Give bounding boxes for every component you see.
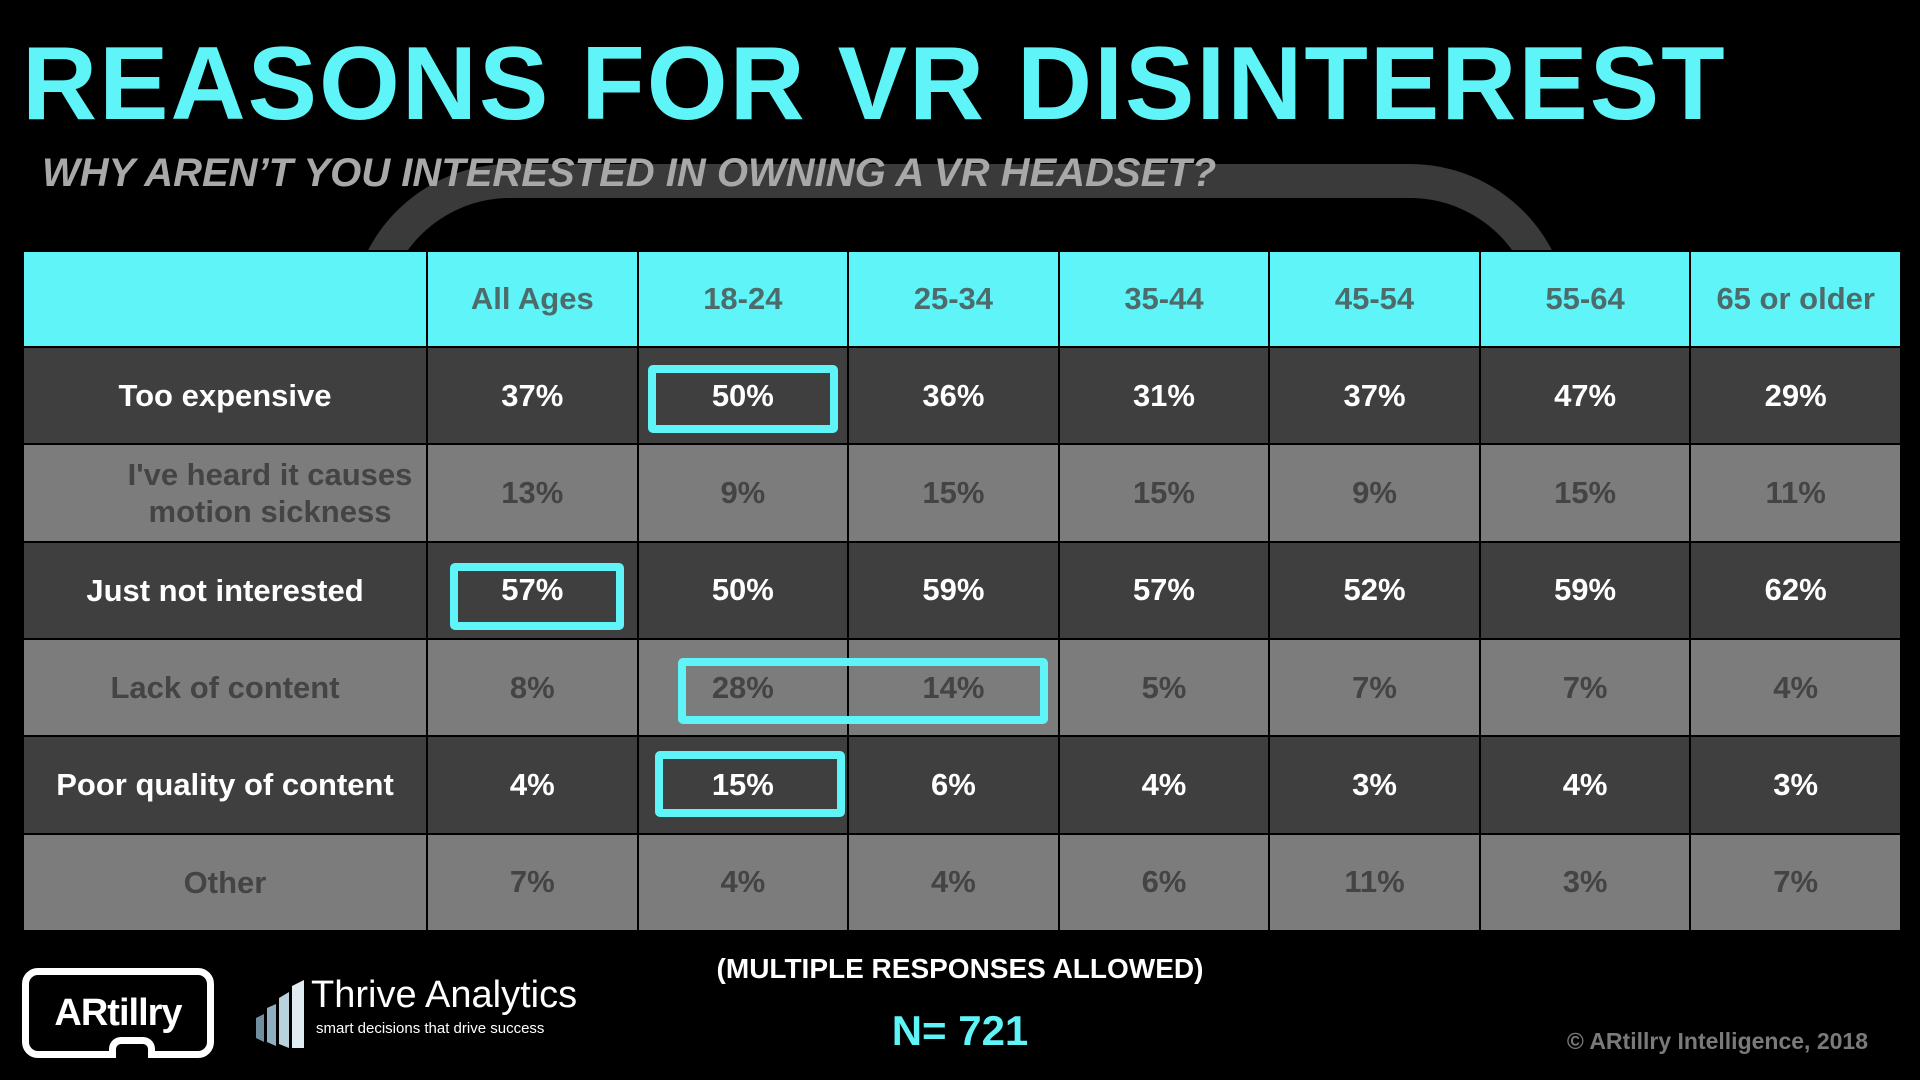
table-cell: 7%: [1268, 637, 1481, 738]
table-cell: 4%: [1057, 735, 1271, 835]
row-label: Poor quality of content: [22, 735, 428, 835]
table-cell: 62%: [1689, 540, 1902, 640]
table-cell: 7%: [426, 832, 639, 933]
table-cell: 7%: [1478, 637, 1692, 738]
table-cell: 6%: [1057, 832, 1271, 933]
row-label: Too expensive: [22, 345, 428, 446]
row-label: Lack of content: [22, 637, 428, 738]
thrive-analytics-name: Thrive Analytics: [311, 974, 578, 1016]
table-cell: 11%: [1268, 832, 1481, 933]
table-row: Other 7% 4% 4% 6% 11% 3% 7%: [22, 832, 1902, 933]
artillry-logo: ARtillry: [22, 968, 214, 1058]
table-cell: 11%: [1689, 443, 1902, 543]
table-cell: 4%: [426, 735, 639, 835]
artillry-logo-text: ARtillry: [54, 991, 182, 1034]
table-cell: 13%: [426, 443, 639, 543]
column-header: 55-64: [1478, 250, 1692, 348]
table-row: Poor quality of content 4% 15% 6% 4% 3% 4% 3%: [22, 735, 1902, 835]
table-cell: 4%: [1689, 637, 1902, 738]
table-cell: 3%: [1478, 832, 1692, 933]
table-cell: 9%: [1268, 443, 1481, 543]
table-row: Just not interested 57% 50% 59% 57% 52% 59% 62%: [22, 540, 1902, 640]
table-cell: 37%: [426, 345, 639, 446]
table-row: Lack of content 8% 28% 14% 5% 7% 7% 4%: [22, 637, 1902, 738]
column-header: 18-24: [636, 250, 850, 348]
table-cell: 5%: [1057, 637, 1271, 738]
table-cell: 8%: [426, 637, 639, 738]
row-label: Just not interested: [22, 540, 428, 640]
copyright-text: © ARtillry Intelligence, 2018: [1566, 1028, 1868, 1054]
table-cell: 6%: [847, 735, 1060, 835]
row-label: I've heard it causes motion sickness: [22, 443, 428, 543]
table-cell: 57%: [1057, 540, 1271, 640]
sample-size: N= 721: [891, 1007, 1029, 1054]
table-cell: 4%: [1478, 735, 1692, 835]
table-cell: 4%: [847, 832, 1060, 933]
table-header-row: All Ages 18-24 25-34 35-44 45-54 55-64 6…: [22, 250, 1902, 348]
highlight-not-interested-all-ages: [450, 563, 624, 630]
table-cell: 29%: [1689, 345, 1902, 446]
column-header: 65 or older: [1689, 250, 1902, 348]
column-header: 45-54: [1268, 250, 1481, 348]
page-subtitle: WHY AREN’T YOU INTERESTED IN OWNING A VR…: [42, 151, 1217, 195]
table-cell: 15%: [847, 443, 1060, 543]
thrive-analytics-logo-icon: [256, 980, 304, 1048]
column-header: 25-34: [847, 250, 1060, 348]
table-cell: 37%: [1268, 345, 1481, 446]
table-cell: 4%: [636, 832, 850, 933]
highlight-poor-quality-18-24: [655, 751, 845, 817]
table-cell: 50%: [636, 540, 850, 640]
table-cell: 52%: [1268, 540, 1481, 640]
table-cell: 3%: [1268, 735, 1481, 835]
table-cell: 15%: [1478, 443, 1692, 543]
highlight-too-expensive-18-24: [648, 365, 838, 433]
thrive-analytics-tagline: smart decisions that drive success: [316, 1020, 545, 1037]
table-cell: 47%: [1478, 345, 1692, 446]
column-header: 35-44: [1057, 250, 1271, 348]
column-header: All Ages: [426, 250, 639, 348]
table-cell: 9%: [636, 443, 850, 543]
table-row: Too expensive 37% 50% 36% 31% 37% 47% 29%: [22, 345, 1902, 446]
table-cell: 7%: [1689, 832, 1902, 933]
multiple-responses-note: (MULTIPLE RESPONSES ALLOWED): [716, 953, 1204, 984]
table-cell: 59%: [847, 540, 1060, 640]
table-cell: 36%: [847, 345, 1060, 446]
page-title: REASONS FOR VR DISINTEREST: [22, 26, 1727, 142]
column-header: [22, 250, 428, 348]
data-table: All Ages 18-24 25-34 35-44 45-54 55-64 6…: [22, 250, 1902, 933]
table-cell: 31%: [1057, 345, 1271, 446]
table-row: I've heard it causes motion sickness 13% 9…: [22, 443, 1902, 543]
table-cell: 3%: [1689, 735, 1902, 835]
row-label: Other: [22, 832, 428, 933]
highlight-lack-of-content-18-34: [678, 658, 1048, 724]
table-cell: 15%: [1057, 443, 1271, 543]
table-cell: 59%: [1478, 540, 1692, 640]
